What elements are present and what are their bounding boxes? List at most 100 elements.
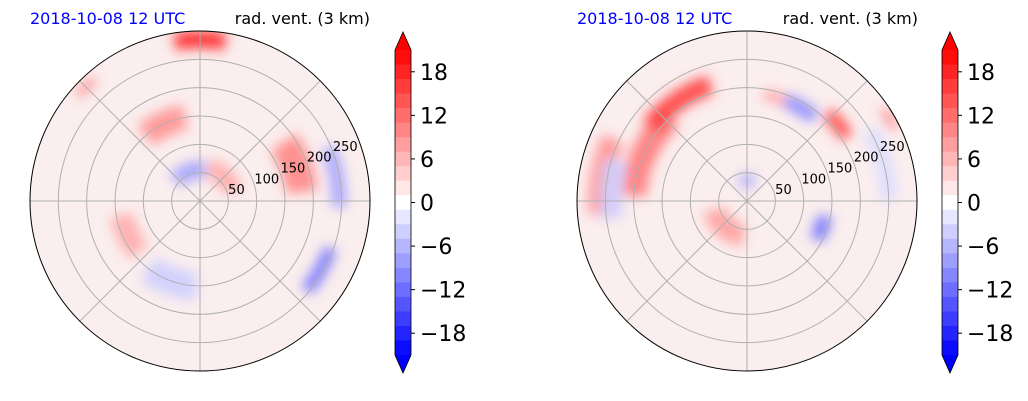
field-feature-12 (880, 107, 898, 131)
colorbar-level-21 (942, 340, 958, 356)
colorbar-tick-label--12: −12 (967, 279, 1013, 304)
colorbar-level-11 (942, 195, 958, 211)
field-feature-11 (862, 125, 898, 201)
colorbar-level-6 (395, 122, 411, 138)
colorbar-extend-max (395, 32, 411, 50)
colorbar-level-12 (942, 209, 958, 225)
colorbar-level-19 (395, 311, 411, 327)
grid-spoke-135 (79, 80, 201, 202)
colorbar-level-4 (942, 93, 958, 109)
radial-tick-label-50: 50 (775, 183, 792, 198)
colorbar-level-9 (942, 166, 958, 182)
radial-tick-label-50: 50 (228, 183, 245, 198)
colorbar-level-7 (395, 137, 411, 153)
colorbar-level-5 (395, 108, 411, 124)
colorbar-outline (394, 31, 412, 374)
colorbar-tick-label-12: 12 (967, 104, 995, 129)
colorbar-level-18 (942, 296, 958, 313)
colorbar-level-21 (395, 340, 411, 356)
title-date: 2018-10-08 12 UTC (577, 9, 732, 28)
colorbar-extend-min (942, 355, 958, 373)
radial-tick-label-150: 150 (281, 161, 306, 176)
colorbar-tick-label-6: 6 (967, 148, 981, 173)
colorbar-level-10 (395, 180, 411, 196)
colorbar-tick-label--6: −6 (967, 235, 999, 260)
colorbar-level-1 (395, 50, 411, 66)
polar-panel-2: 2018-10-08 12 UTC rad. vent. (3 km)501001… (576, 9, 1013, 374)
colorbar-level-13 (942, 224, 958, 240)
grid-spoke-225 (626, 200, 748, 322)
radial-tick-label-250: 250 (880, 140, 905, 155)
colorbar-level-19 (942, 311, 958, 327)
radial-tick-label-150: 150 (828, 161, 853, 176)
colorbar-level-15 (395, 253, 411, 269)
field-feature-9 (139, 257, 197, 301)
colorbar: 18 12 6 0 −6 −12 −18 (941, 31, 1013, 374)
title-field: rad. vent. (3 km) (235, 9, 370, 28)
colorbar-level-3 (942, 79, 958, 95)
colorbar-tick-label--18: −18 (420, 322, 466, 347)
title-field: rad. vent. (3 km) (783, 9, 918, 28)
colorbar-tick-label-18: 18 (967, 61, 995, 86)
colorbar-level-17 (395, 282, 411, 298)
polar-boundary (576, 30, 918, 372)
colorbar-level-10 (942, 180, 958, 196)
colorbar-level-12 (395, 209, 411, 225)
colorbar-extend-min (395, 355, 411, 373)
colorbar-level-2 (395, 64, 411, 80)
field-feature-9 (703, 206, 746, 247)
colorbar-outline (941, 31, 959, 374)
colorbar-level-8 (942, 151, 958, 167)
radial-tick-label-250: 250 (333, 140, 358, 155)
colorbar-level-3 (395, 79, 411, 95)
colorbar-level-7 (942, 137, 958, 153)
grid-spoke-45 (746, 80, 868, 202)
radial-tick-label-200: 200 (854, 151, 879, 166)
field-feature-7 (810, 214, 832, 243)
polar-boundary (29, 30, 371, 372)
field-feature-6 (763, 89, 788, 106)
polar-panel-1: 2018-10-08 12 UTC rad. vent. (3 km)501001… (29, 9, 466, 374)
colorbar-tick-label--6: −6 (420, 235, 452, 260)
colorbar-level-16 (395, 267, 411, 283)
colorbar-level-20 (395, 325, 411, 342)
colorbar: 18 12 6 0 −6 −12 −18 (394, 31, 466, 374)
colorbar-level-16 (942, 267, 958, 283)
colorbar-level-11 (395, 195, 411, 211)
colorbar-tick-label--18: −18 (967, 322, 1013, 347)
field-feature-3 (270, 133, 318, 194)
grid-spoke-45 (199, 80, 321, 202)
radial-tick-label-100: 100 (801, 172, 826, 187)
title-date: 2018-10-08 12 UTC (30, 9, 185, 28)
colorbar-level-17 (942, 282, 958, 298)
colorbar-tick-label-18: 18 (420, 61, 448, 86)
colorbar-extend-max (942, 32, 958, 50)
colorbar-tick-label-12: 12 (420, 104, 448, 129)
colorbar-level-8 (395, 151, 411, 167)
colorbar-level-1 (942, 50, 958, 66)
colorbar-level-6 (942, 122, 958, 138)
colorbar-level-9 (395, 166, 411, 182)
colorbar-level-4 (395, 93, 411, 109)
field-feature-1 (621, 108, 680, 197)
field-feature-2 (642, 75, 714, 133)
colorbar-level-20 (942, 325, 958, 342)
colorbar-level-14 (395, 238, 411, 254)
colorbar-tick-label-0: 0 (967, 192, 981, 217)
colorbar-level-2 (942, 64, 958, 80)
field-feature-5 (783, 93, 820, 123)
colorbar-level-5 (942, 108, 958, 124)
field-feature-4 (822, 108, 854, 141)
colorbar-tick-label--12: −12 (420, 279, 466, 304)
field-feature-4 (321, 145, 346, 208)
grid-spoke-315 (746, 200, 868, 322)
radial-tick-label-200: 200 (307, 151, 332, 166)
colorbar-level-15 (942, 253, 958, 269)
colorbar-level-18 (395, 296, 411, 313)
field-feature-8 (599, 156, 629, 221)
colorbar-level-14 (942, 238, 958, 254)
field-feature-8 (110, 212, 148, 260)
grid-spoke-315 (199, 200, 321, 322)
grid-spoke-135 (626, 80, 748, 202)
